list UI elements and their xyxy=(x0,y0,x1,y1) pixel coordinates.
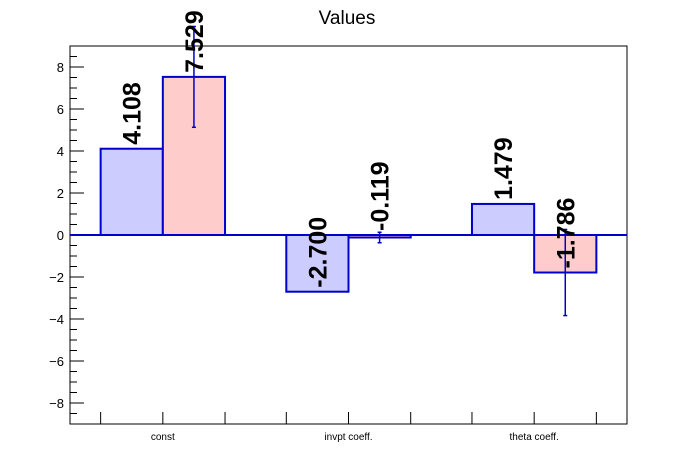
y-tick-label: 6 xyxy=(57,102,64,117)
chart-title: Values xyxy=(319,8,376,29)
bar-series1-const xyxy=(99,147,164,236)
bar-series1-invpt-coeff xyxy=(285,234,350,293)
y-tick-label: −6 xyxy=(49,354,64,369)
y-tick-label: −8 xyxy=(49,396,64,411)
bar-series1-theta-coeff xyxy=(470,202,536,236)
data-label: 7.529 xyxy=(181,10,209,73)
y-tick-label: 4 xyxy=(57,144,64,159)
data-label: -0.119 xyxy=(367,161,395,231)
y-tick-label: 0 xyxy=(57,228,64,243)
y-tick-label: 2 xyxy=(57,186,64,201)
y-tick-label: −2 xyxy=(49,270,64,285)
data-label: -2.700 xyxy=(304,217,332,288)
x-category-label: theta coeff. xyxy=(510,432,559,443)
y-tick-label: 8 xyxy=(57,60,64,75)
x-category-label: const xyxy=(151,432,175,443)
plot-area: −8 −6 −4 −2 0 2 4 6 8 4.108 -2.700 1.479 7.529 -0.119… xyxy=(49,10,628,443)
x-category-label: invpt coeff. xyxy=(324,432,372,443)
data-label: 4.108 xyxy=(119,82,147,145)
data-label: -1.786 xyxy=(552,198,580,269)
data-label: 1.479 xyxy=(490,137,518,200)
y-tick-label: −4 xyxy=(49,312,64,327)
